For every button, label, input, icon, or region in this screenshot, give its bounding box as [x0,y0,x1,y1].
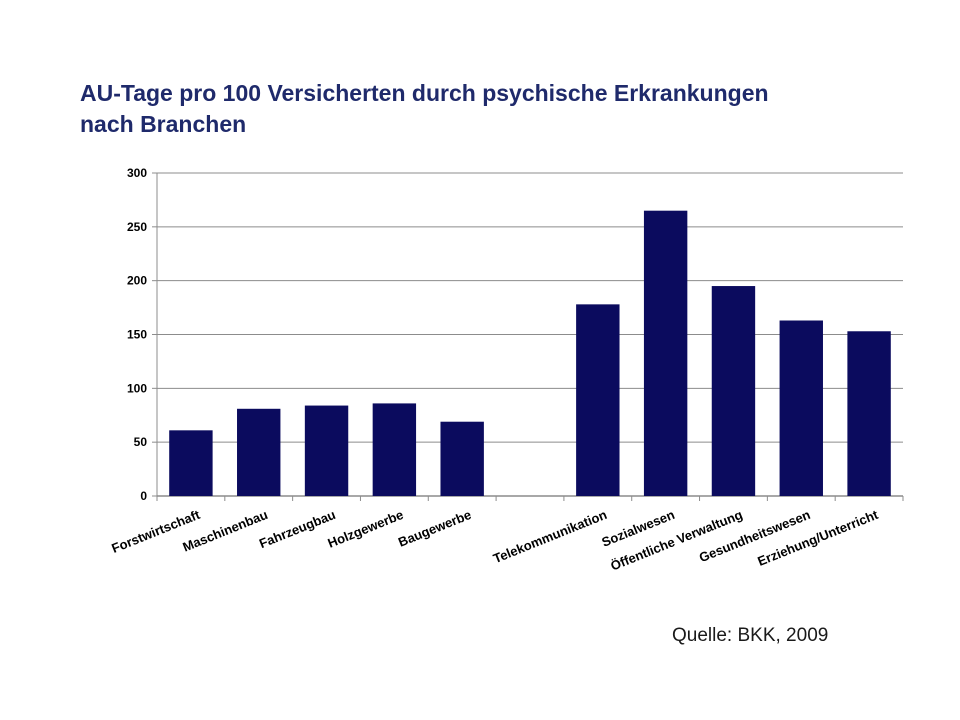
y-tick-label: 200 [127,274,147,288]
chart-title-line-2: nach Branchen [80,111,247,137]
bar [779,320,823,496]
category-label: Holzgewerbe [326,507,406,551]
chart-title: AU-Tage pro 100 Versicherten durch psych… [80,78,900,140]
bar [372,403,417,496]
category-label: Fahrzeugbau [257,507,338,551]
category-label: Telekommunikation [491,507,609,566]
y-tick-label: 150 [127,328,147,342]
y-tick-label: 0 [140,489,147,503]
category-label: Erziehung/Unterricht [755,507,880,569]
bar [847,331,891,496]
bar [237,408,281,496]
category-label: Gesundheitswesen [697,507,813,565]
bar [643,210,688,496]
bar [440,421,484,496]
source-note: Quelle: BKK, 2009 [672,625,829,646]
chart-title-line-1: AU-Tage pro 100 Versicherten durch psych… [80,80,769,106]
bar [304,405,349,496]
bar [576,304,620,496]
category-label: Baugewerbe [396,507,473,550]
y-tick-label: 50 [134,435,148,449]
y-tick-label: 100 [127,381,147,395]
y-tick-label: 250 [127,220,147,234]
y-tick-label: 300 [127,166,147,180]
bar [169,430,213,496]
bar [711,286,756,496]
